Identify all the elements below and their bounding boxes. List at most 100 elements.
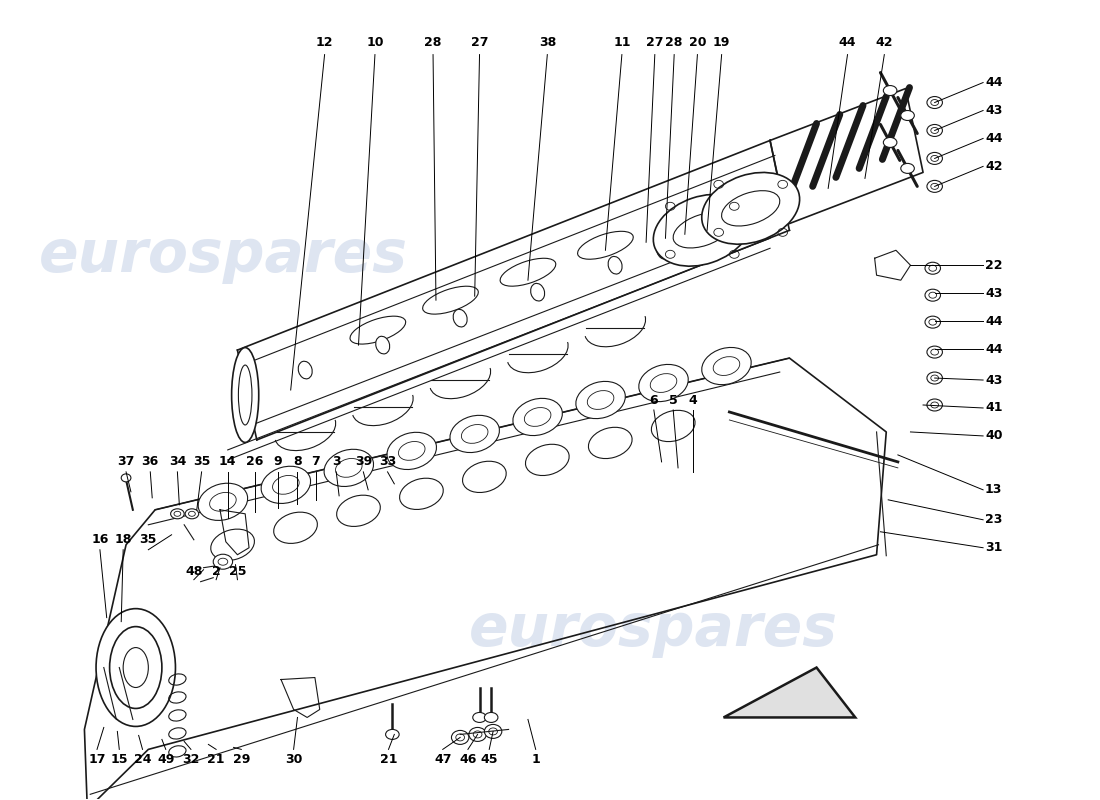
Ellipse shape <box>473 713 486 722</box>
Text: 44: 44 <box>984 132 1002 145</box>
Ellipse shape <box>588 427 632 458</box>
Text: 9: 9 <box>274 455 283 468</box>
Ellipse shape <box>927 346 943 358</box>
Ellipse shape <box>450 415 499 453</box>
Ellipse shape <box>274 512 318 543</box>
Ellipse shape <box>261 466 310 503</box>
Text: 44: 44 <box>984 314 1002 328</box>
Text: 10: 10 <box>366 36 384 49</box>
Text: eurospares: eurospares <box>470 601 838 658</box>
Text: 13: 13 <box>984 483 1002 496</box>
Text: 15: 15 <box>110 753 128 766</box>
Text: 29: 29 <box>232 753 250 766</box>
Text: 1: 1 <box>531 753 540 766</box>
Text: 46: 46 <box>459 753 476 766</box>
Text: eurospares: eurospares <box>39 226 407 284</box>
Ellipse shape <box>121 474 131 482</box>
Text: 25: 25 <box>229 566 246 578</box>
Ellipse shape <box>170 509 184 518</box>
Text: 12: 12 <box>316 36 333 49</box>
Ellipse shape <box>484 725 502 738</box>
Text: 42: 42 <box>876 36 893 49</box>
Text: 21: 21 <box>379 753 397 766</box>
Ellipse shape <box>927 125 943 137</box>
Ellipse shape <box>96 609 176 726</box>
Ellipse shape <box>927 180 943 192</box>
Text: 42: 42 <box>984 160 1002 173</box>
Text: 44: 44 <box>984 342 1002 355</box>
Ellipse shape <box>526 444 569 475</box>
Ellipse shape <box>927 399 943 411</box>
Text: 34: 34 <box>168 455 186 468</box>
Ellipse shape <box>901 110 914 121</box>
Text: 18: 18 <box>114 534 132 546</box>
Polygon shape <box>724 667 856 718</box>
Text: 47: 47 <box>434 753 451 766</box>
Ellipse shape <box>651 410 695 442</box>
Text: 14: 14 <box>219 455 236 468</box>
Ellipse shape <box>213 554 232 570</box>
Text: 44: 44 <box>984 76 1002 89</box>
Text: 44: 44 <box>839 36 856 49</box>
Ellipse shape <box>653 194 751 266</box>
Text: 24: 24 <box>134 753 152 766</box>
Ellipse shape <box>883 86 896 95</box>
Ellipse shape <box>927 153 943 165</box>
Ellipse shape <box>927 372 943 384</box>
Text: 43: 43 <box>984 374 1002 386</box>
Text: 2: 2 <box>212 566 220 578</box>
Ellipse shape <box>376 336 389 354</box>
Text: 43: 43 <box>984 104 1002 117</box>
Ellipse shape <box>185 509 199 518</box>
Text: 33: 33 <box>378 455 396 468</box>
Text: 31: 31 <box>984 542 1002 554</box>
Ellipse shape <box>469 727 486 742</box>
Text: 49: 49 <box>157 753 175 766</box>
Text: 30: 30 <box>285 753 303 766</box>
Text: 20: 20 <box>689 36 706 49</box>
Text: 35: 35 <box>192 455 210 468</box>
Text: 6: 6 <box>649 394 658 406</box>
Ellipse shape <box>198 483 248 521</box>
Ellipse shape <box>451 730 469 745</box>
Text: 17: 17 <box>88 753 106 766</box>
Ellipse shape <box>298 362 312 379</box>
Ellipse shape <box>337 495 381 526</box>
Ellipse shape <box>927 97 943 109</box>
Text: 19: 19 <box>713 36 730 49</box>
Ellipse shape <box>608 257 623 274</box>
Ellipse shape <box>925 316 940 328</box>
Ellipse shape <box>462 462 506 493</box>
Ellipse shape <box>484 713 498 722</box>
Ellipse shape <box>387 432 437 470</box>
Ellipse shape <box>399 478 443 510</box>
Text: 35: 35 <box>140 534 157 546</box>
Text: 36: 36 <box>142 455 158 468</box>
Ellipse shape <box>530 283 544 301</box>
Ellipse shape <box>386 730 399 739</box>
Ellipse shape <box>324 450 374 486</box>
Ellipse shape <box>702 173 800 244</box>
Text: 27: 27 <box>646 36 663 49</box>
Text: 39: 39 <box>354 455 372 468</box>
Text: 22: 22 <box>984 258 1002 272</box>
Text: 40: 40 <box>984 430 1002 442</box>
Ellipse shape <box>639 365 689 402</box>
Text: 8: 8 <box>294 455 301 468</box>
Ellipse shape <box>925 262 940 274</box>
Text: 28: 28 <box>666 36 683 49</box>
Text: 7: 7 <box>311 455 320 468</box>
Text: 43: 43 <box>984 286 1002 300</box>
Ellipse shape <box>211 529 254 560</box>
Ellipse shape <box>513 398 562 435</box>
Text: 28: 28 <box>425 36 442 49</box>
Text: 27: 27 <box>471 36 488 49</box>
Text: 32: 32 <box>183 753 199 766</box>
Ellipse shape <box>901 163 914 174</box>
Ellipse shape <box>883 138 896 147</box>
Text: 38: 38 <box>539 36 556 49</box>
Text: 45: 45 <box>481 753 498 766</box>
Ellipse shape <box>575 382 625 418</box>
Text: 37: 37 <box>118 455 135 468</box>
Ellipse shape <box>657 242 671 259</box>
